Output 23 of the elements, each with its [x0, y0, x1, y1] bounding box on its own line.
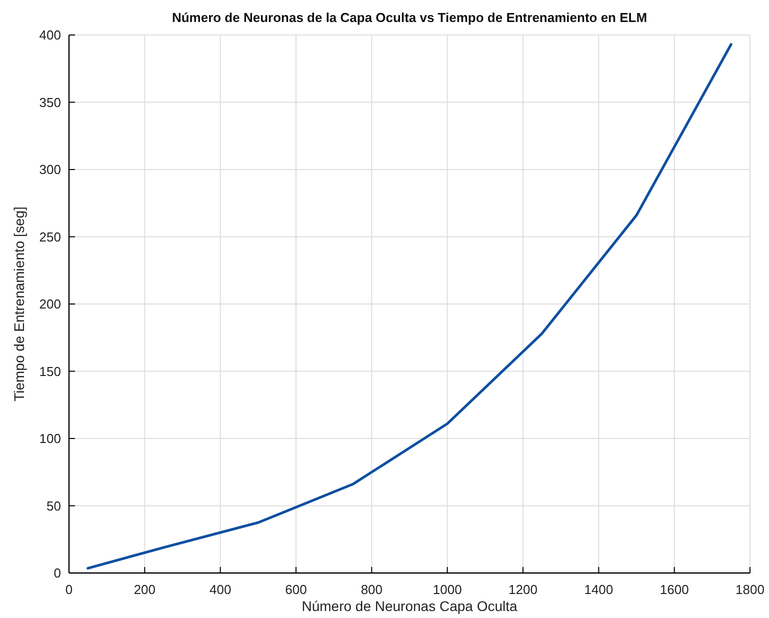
x-tick-label: 400 — [209, 582, 232, 597]
x-tick-label: 1400 — [584, 582, 614, 597]
x-tick-label: 1800 — [736, 582, 764, 597]
y-tick-label: 200 — [39, 296, 61, 312]
x-tick-label: 1000 — [432, 582, 462, 597]
x-tick-label: 1600 — [660, 582, 689, 597]
x-tick-label: 800 — [360, 582, 383, 597]
x-tick-label: 0 — [65, 582, 73, 597]
x-axis-title: Número de Neuronas Capa Oculta — [302, 598, 518, 614]
y-axis-title: Tiempo de Entrenamiento [seg] — [11, 206, 27, 402]
chart-title: Número de Neuronas de la Capa Oculta vs Tiempo de Entrenamiento en ELM — [172, 10, 648, 25]
y-tick-label: 250 — [39, 229, 61, 244]
y-tick-label: 400 — [39, 28, 61, 43]
line-series — [86, 43, 732, 570]
y-tick-label: 0 — [54, 566, 61, 581]
y-tick-label: 50 — [46, 498, 61, 514]
y-tick-label: 150 — [39, 364, 61, 379]
y-tick-label: 100 — [39, 431, 61, 446]
x-tick-label: 600 — [285, 582, 307, 597]
x-tick-label: 1200 — [508, 582, 538, 597]
y-tick-label: 350 — [39, 94, 61, 110]
x-tick-label: 200 — [134, 582, 156, 597]
y-tick-label: 300 — [39, 162, 61, 178]
